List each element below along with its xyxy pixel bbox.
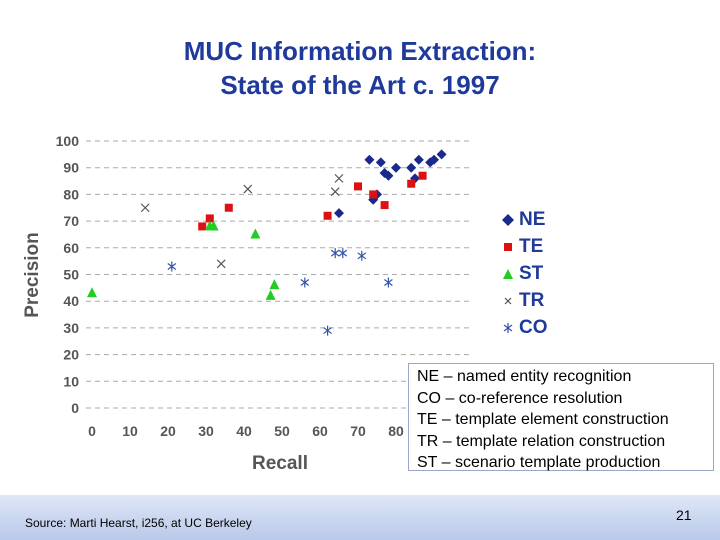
legend-item-tr: TR xyxy=(495,288,559,314)
tr-point xyxy=(140,203,150,213)
te-point xyxy=(418,171,427,180)
diamond-icon xyxy=(502,214,514,226)
st-point xyxy=(87,287,97,298)
legend-label: ST xyxy=(519,263,544,284)
y-tick-label: 10 xyxy=(63,373,79,389)
legend-label: NE xyxy=(519,209,546,230)
x-tick-label: 50 xyxy=(274,423,290,439)
x-tick-label: 30 xyxy=(198,423,214,439)
st-point xyxy=(250,228,261,239)
st-point xyxy=(265,289,276,300)
legend-label: TE xyxy=(519,236,544,257)
series-te xyxy=(198,171,427,231)
y-tick-label: 100 xyxy=(56,133,80,149)
ne-point xyxy=(429,154,439,165)
note-te: TE – template element construction xyxy=(417,411,669,428)
grid-lines xyxy=(86,140,472,409)
y-tick-label: 60 xyxy=(63,240,79,256)
y-tick-label: 0 xyxy=(71,400,79,416)
x-tick-label: 10 xyxy=(122,423,138,439)
st-point xyxy=(269,279,280,290)
tr-point xyxy=(330,187,340,197)
legend-item-te: TE xyxy=(495,234,559,260)
tr-point xyxy=(216,259,226,269)
ne-point xyxy=(364,154,375,165)
y-tick-label: 90 xyxy=(63,160,79,176)
legend-item-st: ST xyxy=(495,261,559,287)
co-point xyxy=(330,248,340,259)
ne-point xyxy=(413,154,424,165)
x-tick-label: 70 xyxy=(350,423,366,439)
tr-point xyxy=(243,184,253,194)
ne-point xyxy=(334,208,344,219)
x-mark-icon xyxy=(504,297,512,305)
x-tick-labels: 0 10 20 30 40 50 60 70 80 xyxy=(88,423,404,439)
x-axis-label: Recall xyxy=(252,453,308,474)
te-point xyxy=(224,203,233,212)
ne-point xyxy=(391,162,401,173)
y-tick-label: 30 xyxy=(63,320,79,336)
triangle-icon xyxy=(503,269,513,279)
chart-legend: NE TE ST TR CO xyxy=(495,205,559,339)
te-point xyxy=(407,179,416,188)
te-point xyxy=(354,182,362,191)
te-point xyxy=(369,190,378,199)
ne-point xyxy=(375,157,386,168)
slide-footer: Source: Marti Hearst, i256, at UC Berkel… xyxy=(0,495,720,540)
te-point xyxy=(198,222,207,231)
x-tick-label: 60 xyxy=(312,423,328,439)
y-tick-label: 20 xyxy=(63,347,79,363)
co-point xyxy=(167,261,177,272)
ne-point xyxy=(436,149,447,160)
ne-point xyxy=(383,170,394,181)
note-st: ST – scenario template production xyxy=(417,454,661,471)
note-co: CO – co-reference resolution xyxy=(417,389,623,407)
y-tick-label: 70 xyxy=(63,213,79,229)
co-point xyxy=(384,277,393,288)
x-tick-label: 20 xyxy=(160,423,176,439)
y-axis-label: Precision xyxy=(22,232,43,318)
y-tick-label: 50 xyxy=(63,267,79,283)
co-point xyxy=(338,248,348,259)
te-point xyxy=(380,201,389,210)
y-tick-label: 40 xyxy=(63,293,79,309)
ne-point xyxy=(406,162,417,173)
te-point xyxy=(205,214,214,223)
x-tick-label: 40 xyxy=(236,423,252,439)
legend-item-co: CO xyxy=(495,315,559,341)
page-number: 21 xyxy=(676,507,692,523)
title-line-1: MUC Information Extraction: xyxy=(183,36,537,66)
note-ne: NE – named entity recognition xyxy=(417,368,632,385)
te-point xyxy=(323,211,332,220)
series-ne xyxy=(334,149,447,219)
title-line-2: State of the Art c. 1997 xyxy=(220,70,500,100)
y-tick-labels: 0 10 20 30 40 50 60 70 80 90 100 xyxy=(56,133,80,416)
x-tick-label: 80 xyxy=(388,423,404,439)
series-co xyxy=(167,248,393,336)
x-tick-label: 0 xyxy=(88,423,96,439)
slide-title: MUC Information Extraction: State of the… xyxy=(0,34,720,102)
co-point xyxy=(323,325,332,336)
abbreviation-notes: NE – named entity recognition CO – co-re… xyxy=(408,363,714,471)
legend-item-ne: NE xyxy=(495,207,559,233)
square-icon xyxy=(504,243,512,251)
legend-label: TR xyxy=(519,290,545,311)
series-st xyxy=(87,220,280,300)
note-tr: TR – template relation construction xyxy=(417,432,666,450)
scatter-chart: 0 10 20 30 40 50 60 70 80 90 100 0 10 20 30 40 50 60 70 80… xyxy=(22,133,472,474)
co-point xyxy=(300,277,310,288)
co-point xyxy=(357,250,367,261)
y-tick-label: 80 xyxy=(63,186,79,202)
st-point xyxy=(208,220,219,231)
series-tr xyxy=(140,173,344,269)
tr-point xyxy=(334,173,344,183)
source-credit: Source: Marti Hearst, i256, at UC Berkel… xyxy=(25,516,252,530)
legend-label: CO xyxy=(519,317,548,338)
data-points xyxy=(87,149,447,336)
asterisk-icon xyxy=(503,323,513,333)
